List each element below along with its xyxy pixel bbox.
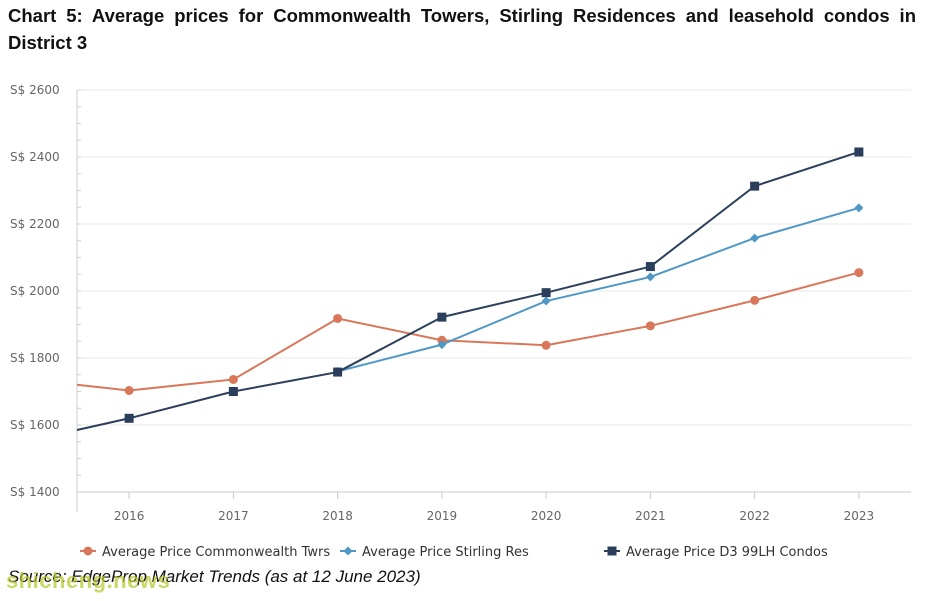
watermark: shicheng.news (6, 568, 171, 593)
legend-item: Average Price Stirling Res (340, 545, 529, 560)
data-point (645, 272, 655, 282)
data-point (645, 321, 655, 331)
x-tick-label: 2019 (427, 509, 458, 523)
data-point (645, 262, 655, 272)
data-point (83, 546, 93, 556)
y-tick-label: S$ 1800 (10, 351, 60, 365)
y-tick-labels: S$ 1400 S$ 1600 S$ 1800 S$ 2000 S$ 2200 S$ 24… (10, 83, 60, 499)
series (76, 147, 864, 432)
x-tick-label: 2021 (635, 509, 666, 523)
data-point (750, 233, 760, 243)
axes (76, 89, 860, 512)
source-note: Source: EdgeProp Market Trends (as at 12… (8, 567, 421, 586)
x-tick-label: 2018 (322, 509, 353, 523)
series (333, 203, 864, 376)
legend: Average Price Commonwealth Twrs Average P… (80, 545, 828, 560)
data-point (228, 374, 238, 384)
data-point (541, 288, 551, 298)
series (76, 268, 864, 395)
x-tick-label: 2020 (531, 509, 562, 523)
data-point (333, 313, 343, 323)
legend-label: Average Price Stirling Res (362, 545, 529, 560)
y-tick-label: S$ 2400 (10, 150, 60, 164)
x-tick-label: 2023 (844, 509, 875, 523)
y-tick-label: S$ 1600 (10, 418, 60, 432)
x-tick-label: 2022 (739, 509, 770, 523)
x-tick-label: 2016 (114, 509, 145, 523)
data-point (854, 268, 864, 278)
data-point (541, 296, 551, 306)
legend-label: Average Price Commonwealth Twrs (102, 545, 330, 560)
legend-item: Average Price D3 99LH Condos (604, 545, 828, 560)
data-point (228, 387, 238, 396)
y-tick-label: S$ 2000 (10, 284, 60, 298)
data-point (343, 546, 353, 556)
legend-label: Average Price D3 99LH Condos (626, 545, 828, 560)
y-tick-label: S$ 2600 (10, 83, 60, 97)
y-tick-label: S$ 2200 (10, 217, 60, 231)
data-point (124, 413, 134, 423)
y-tick-label: S$ 1400 (10, 485, 60, 499)
data-point (333, 367, 343, 377)
data-point (607, 546, 617, 556)
data-point (854, 203, 864, 213)
data-point (437, 340, 447, 350)
gridlines (77, 89, 911, 493)
data-point (750, 181, 760, 191)
data-point (854, 147, 864, 157)
data-point (541, 340, 551, 350)
data-point (437, 312, 447, 322)
chart-title: Chart 5: Average prices for Commonwealth… (8, 5, 916, 53)
series-line (76, 271, 860, 392)
series-line (337, 206, 860, 373)
series-lines (76, 147, 864, 432)
x-tick-label: 2017 (218, 509, 249, 523)
data-point (750, 295, 760, 305)
data-point (124, 385, 134, 395)
x-tick-labels: 2016 2017 2018 2019 2020 2021 2022 2023 (114, 509, 874, 523)
legend-item: Average Price Commonwealth Twrs (80, 545, 330, 560)
